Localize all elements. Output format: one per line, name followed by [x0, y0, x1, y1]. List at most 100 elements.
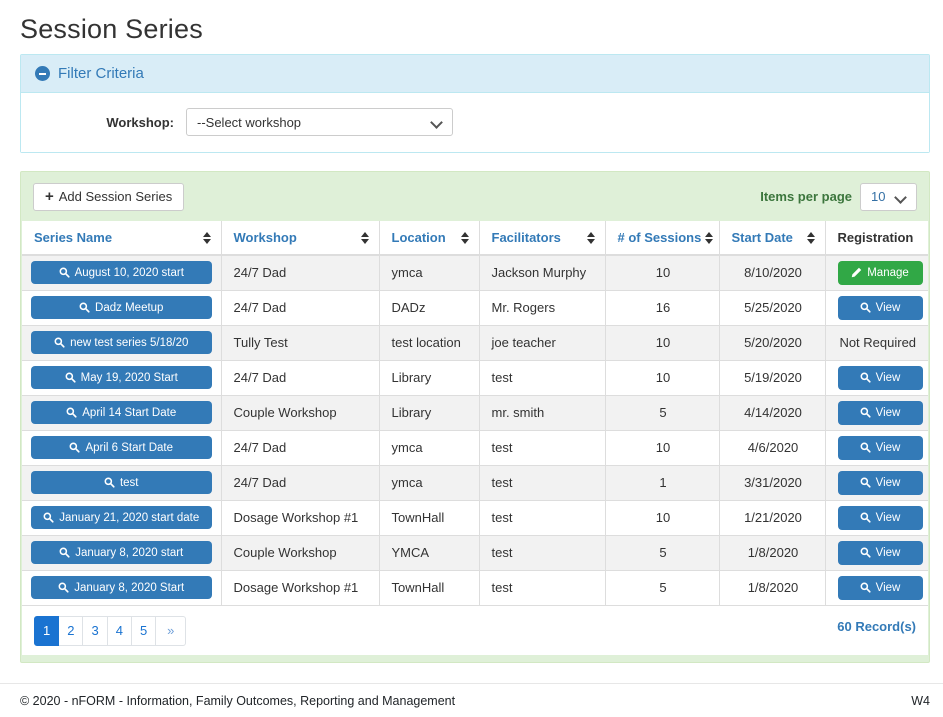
- items-per-page-value: 10: [871, 189, 886, 204]
- add-session-series-button[interactable]: + Add Session Series: [33, 182, 185, 211]
- cell-series-name: January 21, 2020 start date: [22, 500, 222, 536]
- filter-panel: Filter Criteria Workshop: --Select works…: [20, 54, 930, 153]
- series-open-button[interactable]: January 8, 2020 Start: [31, 576, 212, 599]
- series-open-button[interactable]: test: [31, 471, 212, 494]
- cell-registration: Not Required: [825, 325, 928, 361]
- table-row: April 14 Start Date Couple Workshop Librar…: [22, 395, 928, 431]
- filter-panel-title: Filter Criteria: [58, 65, 144, 82]
- cell-series-name: January 8, 2020 Start: [22, 570, 222, 606]
- column-header-workshop[interactable]: Workshop: [221, 221, 380, 256]
- magnifier-icon: [104, 477, 115, 488]
- cell-workshop: 24/7 Dad: [221, 360, 380, 396]
- cell-sessions: 10: [605, 255, 720, 291]
- view-button[interactable]: View: [837, 400, 923, 425]
- page-title: Session Series: [20, 14, 203, 44]
- registration-text: Not Required: [839, 335, 917, 350]
- table-row: August 10, 2020 start 24/7 Dad ymca Jackson…: [22, 255, 928, 291]
- magnifier-icon: [860, 372, 871, 383]
- cell-start-date: 5/20/2020: [719, 325, 826, 361]
- column-header-registration: Registration: [825, 221, 928, 256]
- sort-icon: [705, 231, 714, 244]
- cell-registration: View: [825, 430, 928, 466]
- column-header-start-date[interactable]: Start Date: [719, 221, 826, 256]
- cell-workshop: Couple Workshop: [221, 535, 380, 571]
- cell-facilitators: Mr. Rogers: [479, 290, 606, 326]
- cell-registration: View: [825, 360, 928, 396]
- page-button-5[interactable]: 5: [131, 615, 157, 646]
- cell-facilitators: test: [479, 535, 606, 571]
- cell-series-name: April 14 Start Date: [22, 395, 222, 431]
- cell-registration: Manage: [825, 255, 928, 291]
- series-open-button[interactable]: April 14 Start Date: [31, 401, 212, 424]
- cell-series-name: January 8, 2020 start: [22, 535, 222, 571]
- pencil-icon: [851, 268, 862, 278]
- page-footer: © 2020 - nFORM - Information, Family Out…: [0, 684, 943, 708]
- magnifier-icon: [59, 547, 70, 558]
- cell-start-date: 5/19/2020: [719, 360, 826, 396]
- table-row: Dadz Meetup 24/7 Dad DADz Mr. Rogers 16 5/25/…: [22, 290, 928, 326]
- cell-start-date: 4/14/2020: [719, 395, 826, 431]
- series-open-button[interactable]: May 19, 2020 Start: [31, 366, 212, 389]
- series-open-button[interactable]: new test series 5/18/20: [31, 331, 212, 354]
- series-open-button[interactable]: Dadz Meetup: [31, 296, 212, 319]
- items-per-page-select[interactable]: 10: [860, 182, 917, 211]
- minus-circle-icon: [35, 66, 50, 81]
- cell-location: Library: [379, 360, 480, 396]
- series-open-button[interactable]: January 21, 2020 start date: [31, 506, 212, 529]
- cell-facilitators: test: [479, 360, 606, 396]
- series-open-button[interactable]: August 10, 2020 start: [31, 261, 212, 285]
- cell-location: TownHall: [379, 500, 480, 536]
- table-row: January 8, 2020 start Couple Workshop YMCA…: [22, 535, 928, 571]
- cell-workshop: Tully Test: [221, 325, 380, 361]
- cell-workshop: 24/7 Dad: [221, 430, 380, 466]
- view-button[interactable]: View: [837, 365, 923, 390]
- cell-start-date: 4/6/2020: [719, 430, 826, 466]
- column-header-location[interactable]: Location: [379, 221, 480, 256]
- series-open-button[interactable]: January 8, 2020 start: [31, 541, 212, 564]
- add-session-series-label: Add Session Series: [58, 189, 173, 204]
- column-header-sessions[interactable]: # of Sessions: [605, 221, 720, 256]
- cell-location: ymca: [379, 255, 480, 291]
- cell-start-date: 1/21/2020: [719, 500, 826, 536]
- cell-sessions: 10: [605, 360, 720, 396]
- view-button[interactable]: View: [837, 470, 923, 495]
- view-button[interactable]: View: [837, 575, 923, 600]
- workshop-select[interactable]: --Select workshop: [186, 108, 453, 136]
- series-open-button[interactable]: April 6 Start Date: [31, 436, 212, 459]
- next-page-button[interactable]: »: [156, 615, 187, 646]
- table-row: April 6 Start Date 24/7 Dad ymca test 10 4/6/…: [22, 430, 928, 466]
- record-count: 60 Record(s): [837, 618, 916, 634]
- view-button[interactable]: View: [837, 540, 923, 565]
- footer-divider: [0, 682, 943, 684]
- items-per-page-label: Items per page: [760, 189, 852, 204]
- page-button-1[interactable]: 1: [34, 615, 60, 646]
- magnifier-icon: [860, 512, 871, 523]
- column-header-facilitators[interactable]: Facilitators: [479, 221, 606, 256]
- page-button-3[interactable]: 3: [83, 615, 108, 646]
- cell-facilitators: mr. smith: [479, 395, 606, 431]
- cell-location: DADz: [379, 290, 480, 326]
- cell-series-name: April 6 Start Date: [22, 430, 222, 466]
- workshop-select-value: --Select workshop: [197, 114, 302, 130]
- filter-panel-header[interactable]: Filter Criteria: [21, 55, 929, 93]
- view-button[interactable]: View: [837, 505, 923, 530]
- view-button[interactable]: View: [837, 435, 923, 460]
- magnifier-icon: [65, 372, 76, 383]
- manage-button[interactable]: Manage: [837, 260, 923, 285]
- page-button-2[interactable]: 2: [59, 615, 84, 646]
- cell-facilitators: Jackson Murphy: [479, 255, 606, 291]
- pagination: 1 2 3 4 5»: [34, 615, 187, 646]
- view-button[interactable]: View: [837, 295, 923, 320]
- cell-facilitators: joe teacher: [479, 325, 606, 361]
- sort-icon: [360, 231, 369, 244]
- cell-workshop: 24/7 Dad: [221, 290, 380, 326]
- cell-registration: View: [825, 535, 928, 571]
- cell-registration: View: [825, 395, 928, 431]
- cell-location: test location: [379, 325, 480, 361]
- magnifier-icon: [860, 582, 871, 593]
- cell-facilitators: test: [479, 430, 606, 466]
- cell-workshop: 24/7 Dad: [221, 255, 380, 291]
- table-header-row: Series Name Workshop Location Facilitato…: [22, 221, 928, 256]
- page-button-4[interactable]: 4: [107, 615, 132, 646]
- column-header-series-name[interactable]: Series Name: [22, 221, 222, 256]
